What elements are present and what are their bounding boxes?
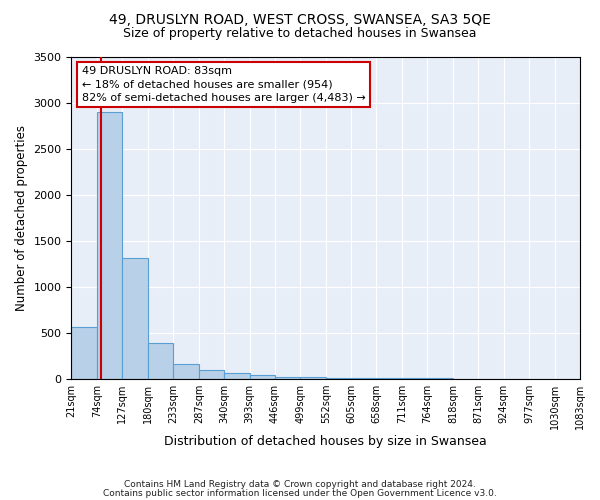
Bar bbox=[250, 375, 275, 379]
Text: Size of property relative to detached houses in Swansea: Size of property relative to detached ho… bbox=[123, 28, 477, 40]
Text: Contains HM Land Registry data © Crown copyright and database right 2024.: Contains HM Land Registry data © Crown c… bbox=[124, 480, 476, 489]
Text: Contains public sector information licensed under the Open Government Licence v3: Contains public sector information licen… bbox=[103, 488, 497, 498]
Y-axis label: Number of detached properties: Number of detached properties bbox=[15, 124, 28, 310]
Bar bbox=[351, 378, 376, 379]
Text: 49, DRUSLYN ROAD, WEST CROSS, SWANSEA, SA3 5QE: 49, DRUSLYN ROAD, WEST CROSS, SWANSEA, S… bbox=[109, 12, 491, 26]
Bar bbox=[326, 378, 351, 379]
Bar bbox=[199, 370, 224, 379]
Bar bbox=[301, 378, 326, 379]
Bar bbox=[376, 378, 402, 379]
Bar bbox=[224, 374, 250, 379]
Bar bbox=[97, 112, 122, 379]
Text: 49 DRUSLYN ROAD: 83sqm
← 18% of detached houses are smaller (954)
82% of semi-de: 49 DRUSLYN ROAD: 83sqm ← 18% of detached… bbox=[82, 66, 365, 102]
Bar bbox=[122, 258, 148, 379]
Bar bbox=[71, 328, 97, 379]
X-axis label: Distribution of detached houses by size in Swansea: Distribution of detached houses by size … bbox=[164, 434, 487, 448]
Bar bbox=[275, 377, 301, 379]
Bar bbox=[173, 364, 199, 379]
Bar bbox=[148, 343, 173, 379]
